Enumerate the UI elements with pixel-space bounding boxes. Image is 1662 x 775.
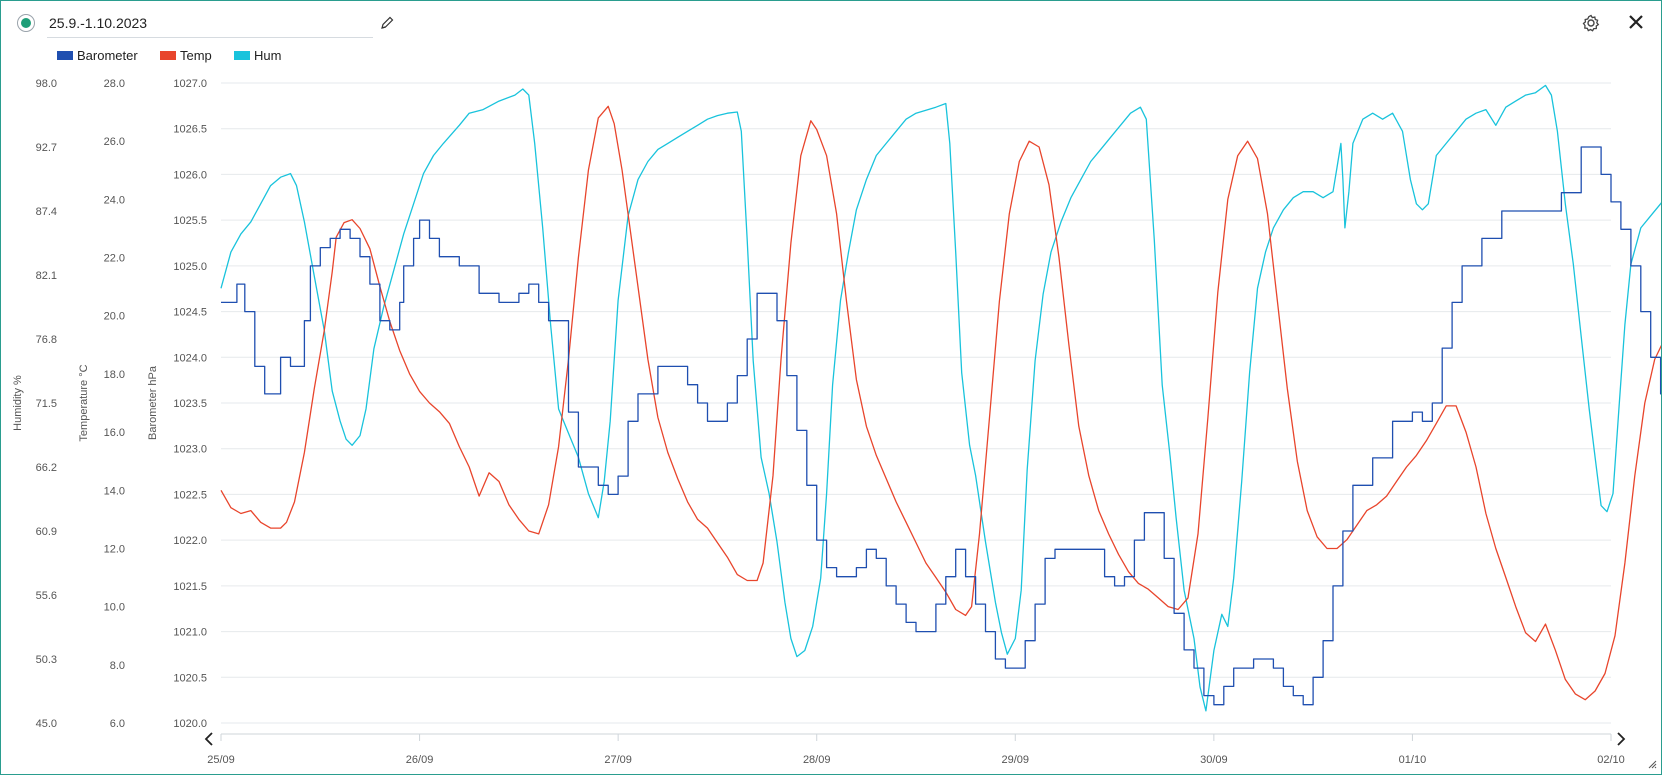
x-tick-label: 02/10 <box>1597 754 1625 766</box>
temperature-axis-title: Temperature °C <box>78 364 90 441</box>
x-axis: 25/09 26/09 27/09 28/09 29/09 30/09 01/10 02/10 <box>207 733 1625 766</box>
series-line-barometer <box>221 146 1661 706</box>
temp-tick-label: 16.0 <box>104 427 125 439</box>
baro-tick-label: 1020.5 <box>173 672 207 684</box>
x-tick-label: 25/09 <box>207 754 235 766</box>
x-tick-label: 29/09 <box>1002 754 1030 766</box>
hum-tick-label: 60.9 <box>36 526 57 538</box>
legend-swatch-temp <box>160 51 176 60</box>
series-line-hum <box>220 84 1661 712</box>
hum-tick-label: 98.0 <box>36 78 57 90</box>
next-period-icon[interactable] <box>1613 731 1629 747</box>
baro-tick-label: 1021.5 <box>173 581 207 593</box>
temp-tick-label: 12.0 <box>104 543 125 555</box>
x-tick-label: 27/09 <box>604 754 632 766</box>
legend-label-barometer: Barometer <box>77 48 138 63</box>
hum-tick-label: 50.3 <box>36 654 57 666</box>
temp-tick-label: 10.0 <box>104 602 125 614</box>
baro-tick-label: 1022.5 <box>173 489 207 501</box>
baro-tick-label: 1027.0 <box>173 78 207 90</box>
baro-tick-label: 1023.0 <box>173 444 207 456</box>
chart-grid <box>221 82 1611 724</box>
temp-tick-label: 26.0 <box>104 136 125 148</box>
temp-tick-label: 22.0 <box>104 253 125 265</box>
humidity-axis-title: Humidity % <box>12 375 24 431</box>
pencil-icon[interactable] <box>379 15 395 31</box>
resize-handle-icon[interactable] <box>1647 759 1657 769</box>
temp-tick-label: 14.0 <box>104 485 125 497</box>
x-tick-label: 30/09 <box>1200 754 1228 766</box>
previous-period-icon[interactable] <box>201 731 217 747</box>
hum-tick-label: 87.4 <box>36 206 57 218</box>
y-axis-ticks: 98.0 92.7 87.4 82.1 76.8 71.5 66.2 60.9 55.6 50.3… <box>36 78 207 730</box>
legend-swatch-barometer <box>57 51 73 60</box>
baro-tick-label: 1023.5 <box>173 398 207 410</box>
close-icon[interactable] <box>1627 13 1645 31</box>
chart-period-title: 25.9.-1.10.2023 <box>49 15 148 31</box>
hum-tick-label: 55.6 <box>36 590 57 602</box>
hum-tick-label: 66.2 <box>36 462 57 474</box>
legend-swatch-hum <box>234 51 250 60</box>
gear-icon[interactable] <box>1581 13 1601 33</box>
baro-tick-label: 1024.0 <box>173 352 207 364</box>
hum-tick-label: 71.5 <box>36 398 57 410</box>
legend-label-hum: Hum <box>254 48 282 63</box>
baro-tick-label: 1026.5 <box>173 124 207 136</box>
temp-tick-label: 20.0 <box>104 311 125 323</box>
baro-tick-label: 1025.5 <box>173 215 207 227</box>
x-tick-label: 01/10 <box>1399 754 1427 766</box>
baro-tick-label: 1025.0 <box>173 261 207 273</box>
x-tick-label: 26/09 <box>406 754 434 766</box>
hum-tick-label: 82.1 <box>36 270 57 282</box>
temp-tick-label: 6.0 <box>110 718 125 730</box>
title-field[interactable]: 25.9.-1.10.2023 <box>47 9 373 38</box>
baro-tick-label: 1022.0 <box>173 535 207 547</box>
baro-tick-label: 1021.0 <box>173 627 207 639</box>
baro-tick-label: 1020.0 <box>173 718 207 730</box>
temp-tick-label: 8.0 <box>110 660 125 672</box>
baro-tick-label: 1024.5 <box>173 307 207 319</box>
status-dot-icon[interactable] <box>17 14 35 32</box>
header-bar: 25.9.-1.10.2023 <box>1 1 1661 45</box>
chart-series <box>220 84 1661 712</box>
temp-tick-label: 24.0 <box>104 194 125 206</box>
barometer-axis-title: Barometer hPa <box>147 365 159 440</box>
temp-tick-label: 18.0 <box>104 369 125 381</box>
baro-tick-label: 1026.0 <box>173 169 207 181</box>
series-line-temp <box>220 105 1661 701</box>
temp-tick-label: 28.0 <box>104 78 125 90</box>
hum-tick-label: 92.7 <box>36 142 57 154</box>
hum-tick-label: 45.0 <box>36 718 57 730</box>
hum-tick-label: 76.8 <box>36 334 57 346</box>
x-tick-label: 28/09 <box>803 754 831 766</box>
legend-label-temp: Temp <box>180 48 212 63</box>
